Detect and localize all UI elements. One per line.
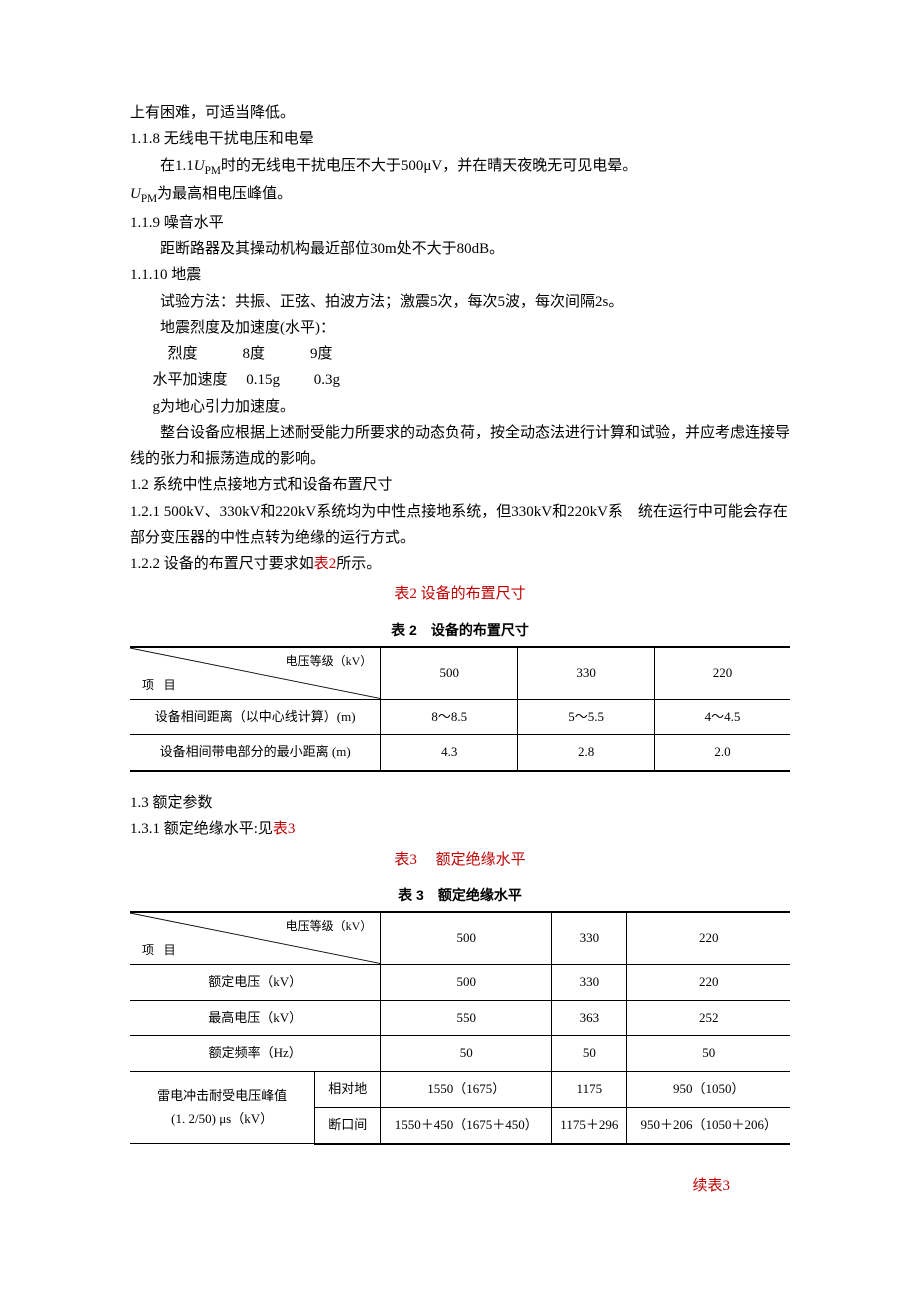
table3-caption-red: 表3 额定绝缘水平	[130, 847, 790, 873]
table-header-row: 电压等级（kV） 项目 500 330 220	[130, 912, 790, 964]
ref-table2: 表2	[314, 556, 337, 572]
table3-caption-black: 表 3 额定绝缘水平	[130, 883, 790, 908]
section-heading: 1.1.10 地震	[130, 262, 790, 288]
table2-caption-red: 表2 设备的布置尺寸	[130, 581, 790, 607]
col-header: 500	[381, 647, 518, 699]
text: 所示。	[336, 556, 381, 572]
var-upm: U	[194, 158, 205, 174]
paragraph: 1.2.1 500kV、330kV和220kV系统均为中性点接地系统，但330k…	[130, 499, 790, 552]
cell: 1175＋296	[552, 1107, 627, 1143]
paragraph: 整台设备应根据上述耐受能力所要求的动态负荷，按全动态法进行计算和试验，并应考虑连…	[130, 420, 790, 473]
sub-pm: PM	[141, 193, 157, 205]
cell: 500	[381, 964, 552, 1000]
cell: 50	[381, 1036, 552, 1072]
section-heading: 1.1.8 无线电干扰电压和电晕	[130, 126, 790, 152]
cell: 8～8.5	[381, 699, 518, 735]
paragraph: 1.3.1 额定绝缘水平:见表3	[130, 816, 790, 842]
paragraph: 1.2.2 设备的布置尺寸要求如表2所示。	[130, 551, 790, 577]
cell: 4.3	[381, 735, 518, 771]
table-row: 设备相间带电部分的最小距离 (m) 4.3 2.8 2.0	[130, 735, 790, 771]
table2: 电压等级（kV） 项目 500 330 220 设备相间距离（以中心线计算）(m…	[130, 646, 790, 772]
section-heading: 1.3 额定参数	[130, 790, 790, 816]
sub-label: 相对地	[315, 1072, 381, 1108]
row-label: 设备相间带电部分的最小距离 (m)	[130, 735, 381, 771]
cell: 5～5.5	[518, 699, 655, 735]
sub-label: 断口间	[315, 1107, 381, 1143]
table-row: 雷电冲击耐受电压峰值 (1. 2/50) μs（kV） 相对地 1550（167…	[130, 1072, 790, 1108]
text: 1.3.1 额定绝缘水平:见	[130, 821, 273, 837]
ref-table3: 表3	[273, 821, 296, 837]
paragraph: 试验方法：共振、正弦、拍波方法；激震5次，每次5波，每次间隔2s。	[130, 289, 790, 315]
cell: 950＋206（1050＋206）	[627, 1107, 790, 1143]
col-header: 330	[552, 912, 627, 964]
row-label: 设备相间距离（以中心线计算）(m)	[130, 699, 381, 735]
cell: 330	[552, 964, 627, 1000]
diag-header: 电压等级（kV） 项目	[130, 912, 381, 964]
cell: 550	[381, 1000, 552, 1036]
paragraph: 水平加速度 0.15g 0.3g	[130, 367, 790, 393]
cell: 50	[552, 1036, 627, 1072]
paragraph: 距断路器及其操动机构最近部位30m处不大于80dB。	[130, 236, 790, 262]
text: 为最高相电压峰值。	[157, 186, 292, 202]
cell: 950（1050）	[627, 1072, 790, 1108]
document-body: 上有困难，可适当降低。 1.1.8 无线电干扰电压和电晕 在1.1UPM时的无线…	[130, 100, 790, 1199]
row-label: 雷电冲击耐受电压峰值 (1. 2/50) μs（kV）	[130, 1072, 315, 1144]
paragraph: 在1.1UPM时的无线电干扰电压不大于500μV，并在晴天夜晚无可见电晕。	[130, 153, 790, 182]
table2-caption-black: 表 2 设备的布置尺寸	[130, 618, 790, 643]
cell: 363	[552, 1000, 627, 1036]
table-row: 额定电压（kV） 500 330 220	[130, 964, 790, 1000]
paragraph: 上有困难，可适当降低。	[130, 100, 790, 126]
row-label: 额定电压（kV）	[130, 964, 381, 1000]
paragraph: 烈度 8度 9度	[130, 341, 790, 367]
cell: 252	[627, 1000, 790, 1036]
cell: 4～4.5	[655, 699, 790, 735]
text: 1.2.2 设备的布置尺寸要求如	[130, 556, 314, 572]
table-row: 最高电压（kV） 550 363 252	[130, 1000, 790, 1036]
section-heading: 1.1.9 噪音水平	[130, 210, 790, 236]
row-label: 额定频率（Hz）	[130, 1036, 381, 1072]
row-label: 最高电压（kV）	[130, 1000, 381, 1036]
text: 时的无线电干扰电压不大于500μV，并在晴天夜晚无可见电晕。	[221, 158, 637, 174]
diag-bot-label: 项目	[142, 675, 185, 696]
cell: 220	[627, 964, 790, 1000]
table-header-row: 电压等级（kV） 项目 500 330 220	[130, 647, 790, 699]
col-header: 220	[655, 647, 790, 699]
col-header: 500	[381, 912, 552, 964]
sub-pm: PM	[205, 165, 221, 177]
cell: 2.0	[655, 735, 790, 771]
cell: 1175	[552, 1072, 627, 1108]
section-heading: 1.2 系统中性点接地方式和设备布置尺寸	[130, 472, 790, 498]
continued-label: 续表3	[130, 1173, 790, 1199]
diag-header: 电压等级（kV） 项目	[130, 647, 381, 699]
cell: 1550（1675）	[381, 1072, 552, 1108]
cell: 2.8	[518, 735, 655, 771]
table-row: 设备相间距离（以中心线计算）(m) 8～8.5 5～5.5 4～4.5	[130, 699, 790, 735]
cell: 50	[627, 1036, 790, 1072]
col-header: 220	[627, 912, 790, 964]
cell: 1550＋450（1675＋450）	[381, 1107, 552, 1143]
diag-top-label: 电压等级（kV）	[286, 916, 373, 937]
text: 在1.1	[160, 158, 194, 174]
var-upm: U	[130, 186, 141, 202]
table3: 电压等级（kV） 项目 500 330 220 额定电压（kV） 500 330…	[130, 911, 790, 1144]
col-header: 330	[518, 647, 655, 699]
paragraph: 地震烈度及加速度(水平)：	[130, 315, 790, 341]
diag-top-label: 电压等级（kV）	[286, 651, 373, 672]
diag-bot-label: 项目	[142, 940, 185, 961]
paragraph: g为地心引力加速度。	[130, 394, 790, 420]
paragraph: UPM为最高相电压峰值。	[130, 181, 790, 210]
table-row: 额定频率（Hz） 50 50 50	[130, 1036, 790, 1072]
